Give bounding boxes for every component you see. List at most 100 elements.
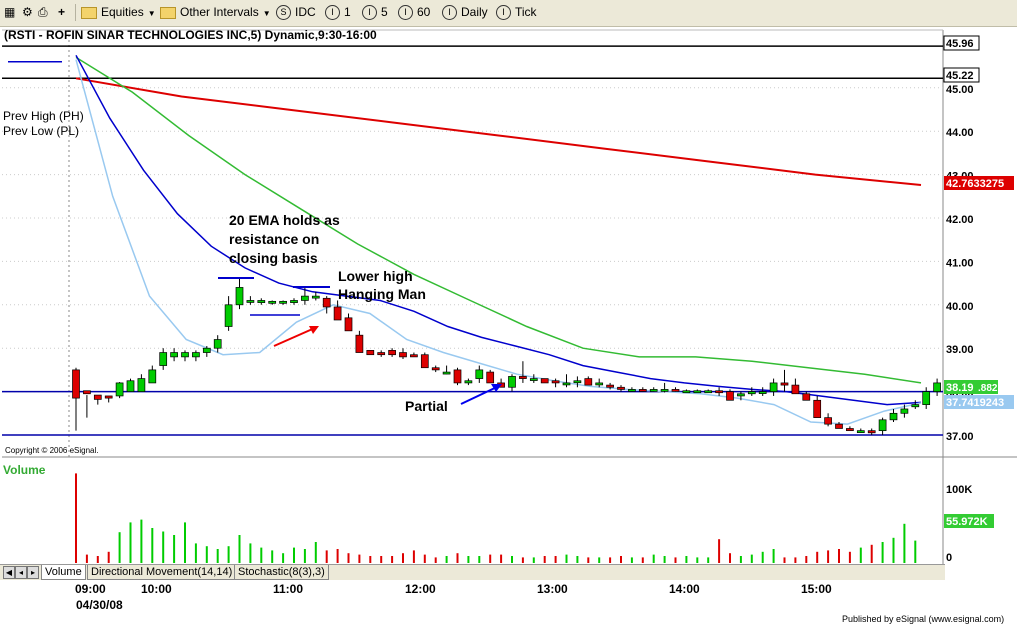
candle-body — [104, 395, 113, 399]
other-intervals-dropdown[interactable]: Other Intervals ▼ — [160, 3, 271, 21]
candle-body — [442, 371, 451, 375]
label-ema-box — [944, 395, 1014, 409]
candle — [83, 390, 91, 418]
volume-tick-100k: 100K — [946, 484, 972, 496]
equities-dropdown[interactable]: Equities ▼ — [81, 3, 156, 21]
price-tick-label: 37.00 — [946, 431, 974, 443]
candle-body — [453, 369, 462, 384]
candle-body — [922, 391, 931, 405]
candle — [573, 376, 582, 388]
candle — [519, 361, 527, 383]
candle-body — [562, 382, 571, 386]
candle-body — [355, 334, 364, 353]
candle — [192, 350, 200, 362]
price-tick-labels: 37.0038.0039.0040.0041.0042.0043.0044.00… — [946, 84, 974, 443]
tab-first-icon[interactable]: ◀ — [3, 566, 15, 579]
candle — [638, 387, 647, 392]
candle — [660, 382, 669, 393]
s-circle-icon: S — [276, 5, 291, 21]
candle-body — [464, 380, 473, 384]
candle-body — [867, 430, 876, 434]
candle-body — [835, 423, 843, 429]
i-circle-icon: I — [496, 5, 511, 21]
time-label-1200: 12:00 — [405, 582, 436, 596]
candle — [693, 389, 702, 394]
candle-body — [486, 371, 495, 384]
candle — [671, 387, 680, 392]
candle — [878, 417, 887, 435]
candle — [835, 421, 843, 429]
add-icon[interactable]: + — [58, 5, 66, 19]
candle-body — [377, 352, 386, 356]
candle — [344, 313, 353, 332]
label-ema: 37.7419243 — [944, 395, 1014, 409]
candle — [933, 378, 941, 396]
legend-prev-low: Prev Low (PL) — [3, 124, 79, 138]
tab-directional-movement[interactable]: Directional Movement(14,14) — [87, 565, 237, 580]
candle-body — [726, 391, 734, 401]
candle — [388, 348, 396, 357]
tab-next-icon[interactable]: ▸ — [27, 566, 39, 579]
candle-body — [660, 389, 669, 392]
candle — [399, 348, 407, 360]
candle-body — [170, 352, 178, 358]
candle-body — [911, 404, 920, 408]
chart-icon[interactable]: ▦ — [4, 5, 16, 19]
candle-body — [508, 376, 516, 388]
candle-body — [584, 378, 593, 386]
candle — [202, 346, 211, 357]
candle-body — [235, 287, 244, 306]
annotation-partial: Partial — [405, 398, 448, 414]
moving-averages — [8, 54, 922, 425]
candle — [442, 365, 451, 375]
candle — [529, 374, 538, 383]
volume-bars — [75, 473, 917, 563]
price-chart[interactable]: 37.0038.0039.0040.0041.0042.0043.0044.00… — [0, 27, 1017, 564]
tab-prev-icon[interactable]: ◂ — [15, 566, 27, 579]
tab-stochastic[interactable]: Stochastic(8(3),3) — [234, 565, 329, 580]
candle-body — [900, 408, 909, 414]
candle — [170, 348, 178, 362]
label-ma-red-box — [944, 176, 1014, 190]
print-icon[interactable]: ⎙ — [38, 5, 48, 19]
copyright: Copyright © 2006 eSignal. — [5, 446, 99, 455]
interval-idc-button[interactable]: S IDC — [276, 3, 316, 21]
indicator-tabs: ◀ ◂ ▸ Volume Directional Movement(14,14)… — [0, 564, 945, 580]
candle — [453, 367, 462, 386]
candle-body — [301, 295, 309, 301]
label-volume-last-box — [944, 514, 994, 528]
candle-body — [846, 428, 854, 432]
annotation-ema-line3: closing basis — [229, 250, 318, 266]
properties-icon[interactable]: ⚙ — [22, 5, 33, 19]
candle — [126, 378, 135, 392]
candle-body — [290, 300, 298, 303]
interval-daily-button[interactable]: I Daily — [442, 3, 488, 21]
candle-body — [540, 378, 549, 384]
candle — [813, 395, 822, 418]
candle — [377, 350, 386, 357]
candle — [333, 300, 342, 321]
candle — [704, 389, 713, 394]
caret-down-icon: ▼ — [262, 9, 271, 18]
candle — [737, 391, 745, 401]
time-label-1100: 11:00 — [273, 582, 304, 596]
candle-body — [279, 300, 287, 304]
interval-tick-button[interactable]: I Tick — [496, 3, 537, 21]
ema20-line — [75, 54, 922, 406]
candle — [508, 374, 516, 392]
interval-60-button[interactable]: I 60 — [398, 3, 430, 21]
price-tick-label: 39.00 — [946, 344, 974, 356]
tab-volume[interactable]: Volume — [41, 565, 86, 580]
candle-body — [410, 354, 418, 358]
candle — [584, 376, 593, 386]
price-tick-label: 45.00 — [946, 84, 974, 96]
candle — [268, 300, 277, 305]
candle — [715, 387, 723, 396]
candle — [802, 391, 811, 401]
date-label: 04/30/08 — [76, 598, 123, 612]
candle-body — [366, 350, 375, 356]
price-tick-label: 44.00 — [946, 127, 974, 139]
candle-body — [72, 369, 80, 399]
